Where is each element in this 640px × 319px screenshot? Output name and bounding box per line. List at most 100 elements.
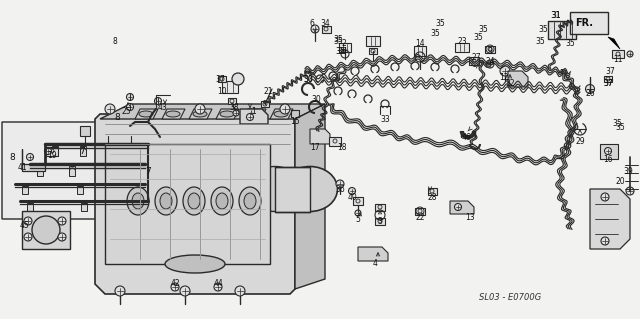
Bar (109, 146, 115, 156)
Text: 24: 24 (485, 56, 495, 65)
Text: 8: 8 (113, 38, 117, 47)
Bar (469, 57, 479, 65)
Bar (132, 186, 138, 194)
Ellipse shape (247, 111, 261, 117)
Text: 17: 17 (310, 143, 320, 152)
Bar (375, 218, 385, 225)
Circle shape (500, 66, 510, 76)
Text: 8: 8 (114, 113, 120, 122)
Bar (103, 126, 113, 136)
Text: 21: 21 (263, 86, 273, 95)
Bar (604, 76, 612, 82)
Ellipse shape (183, 187, 205, 215)
Polygon shape (295, 104, 325, 289)
Polygon shape (600, 144, 618, 159)
Text: 35: 35 (335, 47, 345, 56)
Bar (27, 203, 33, 211)
Text: 30: 30 (303, 75, 313, 84)
Polygon shape (100, 104, 325, 119)
Bar (485, 46, 495, 53)
Circle shape (232, 73, 244, 85)
Ellipse shape (127, 187, 149, 215)
Text: 1: 1 (252, 107, 257, 115)
Bar (329, 137, 341, 145)
Bar (134, 166, 140, 176)
Circle shape (171, 283, 179, 291)
Polygon shape (240, 109, 268, 124)
Circle shape (195, 104, 205, 114)
Bar (548, 21, 576, 39)
Circle shape (280, 104, 290, 114)
Text: 39: 39 (623, 167, 633, 175)
Text: 35: 35 (565, 40, 575, 48)
Polygon shape (450, 201, 474, 214)
Bar (369, 48, 377, 54)
Bar (69, 166, 76, 176)
Bar (46, 146, 58, 155)
Bar (222, 81, 238, 93)
Bar (612, 50, 624, 58)
Bar (415, 207, 425, 214)
Ellipse shape (160, 193, 172, 209)
Text: 46: 46 (461, 132, 471, 142)
Bar (428, 188, 436, 195)
Text: 37: 37 (603, 78, 613, 87)
Text: 37: 37 (605, 66, 615, 76)
Text: 18: 18 (337, 143, 347, 152)
Text: 35: 35 (337, 47, 347, 56)
Polygon shape (162, 109, 185, 119)
Ellipse shape (193, 111, 207, 117)
Text: 35: 35 (535, 36, 545, 46)
Text: 22: 22 (415, 212, 425, 221)
Text: 29: 29 (575, 137, 585, 145)
Bar (339, 42, 351, 51)
Text: 4: 4 (372, 259, 378, 269)
Text: 11: 11 (613, 55, 623, 63)
Bar (52, 146, 58, 156)
Circle shape (58, 217, 66, 225)
Polygon shape (270, 109, 293, 119)
Ellipse shape (132, 193, 144, 209)
Polygon shape (508, 71, 528, 87)
Text: 35: 35 (615, 122, 625, 131)
Circle shape (24, 233, 32, 241)
Ellipse shape (166, 111, 180, 117)
Text: 38: 38 (229, 102, 239, 112)
Text: 15: 15 (290, 116, 300, 125)
Text: SL03 - E0700G: SL03 - E0700G (479, 293, 541, 301)
Bar (137, 146, 143, 156)
Text: 23: 23 (457, 36, 467, 46)
Circle shape (127, 103, 134, 110)
Circle shape (605, 147, 611, 154)
Text: 27: 27 (471, 53, 481, 62)
Polygon shape (22, 149, 45, 171)
Bar (22, 211, 70, 249)
Text: 28: 28 (428, 192, 436, 202)
Text: 9: 9 (488, 47, 492, 56)
Text: 37: 37 (215, 75, 225, 84)
Circle shape (311, 25, 319, 33)
Bar (228, 98, 236, 104)
Ellipse shape (282, 167, 337, 211)
Text: 3: 3 (378, 217, 383, 226)
Polygon shape (310, 129, 330, 144)
Text: 19: 19 (47, 151, 57, 160)
Bar (22, 186, 28, 194)
Polygon shape (189, 109, 212, 119)
Ellipse shape (211, 187, 233, 215)
Circle shape (26, 153, 33, 160)
Text: 8: 8 (9, 152, 15, 161)
Bar (261, 101, 269, 107)
Ellipse shape (248, 167, 303, 211)
Circle shape (154, 98, 161, 105)
Bar (37, 166, 43, 176)
Ellipse shape (239, 187, 261, 215)
Text: 30: 30 (311, 94, 321, 103)
Circle shape (127, 93, 134, 100)
Text: 41: 41 (17, 162, 27, 172)
Text: 40: 40 (347, 192, 357, 202)
Text: 7: 7 (79, 146, 85, 155)
Bar (102, 166, 108, 176)
Text: 26: 26 (585, 90, 595, 99)
Bar (77, 186, 83, 194)
